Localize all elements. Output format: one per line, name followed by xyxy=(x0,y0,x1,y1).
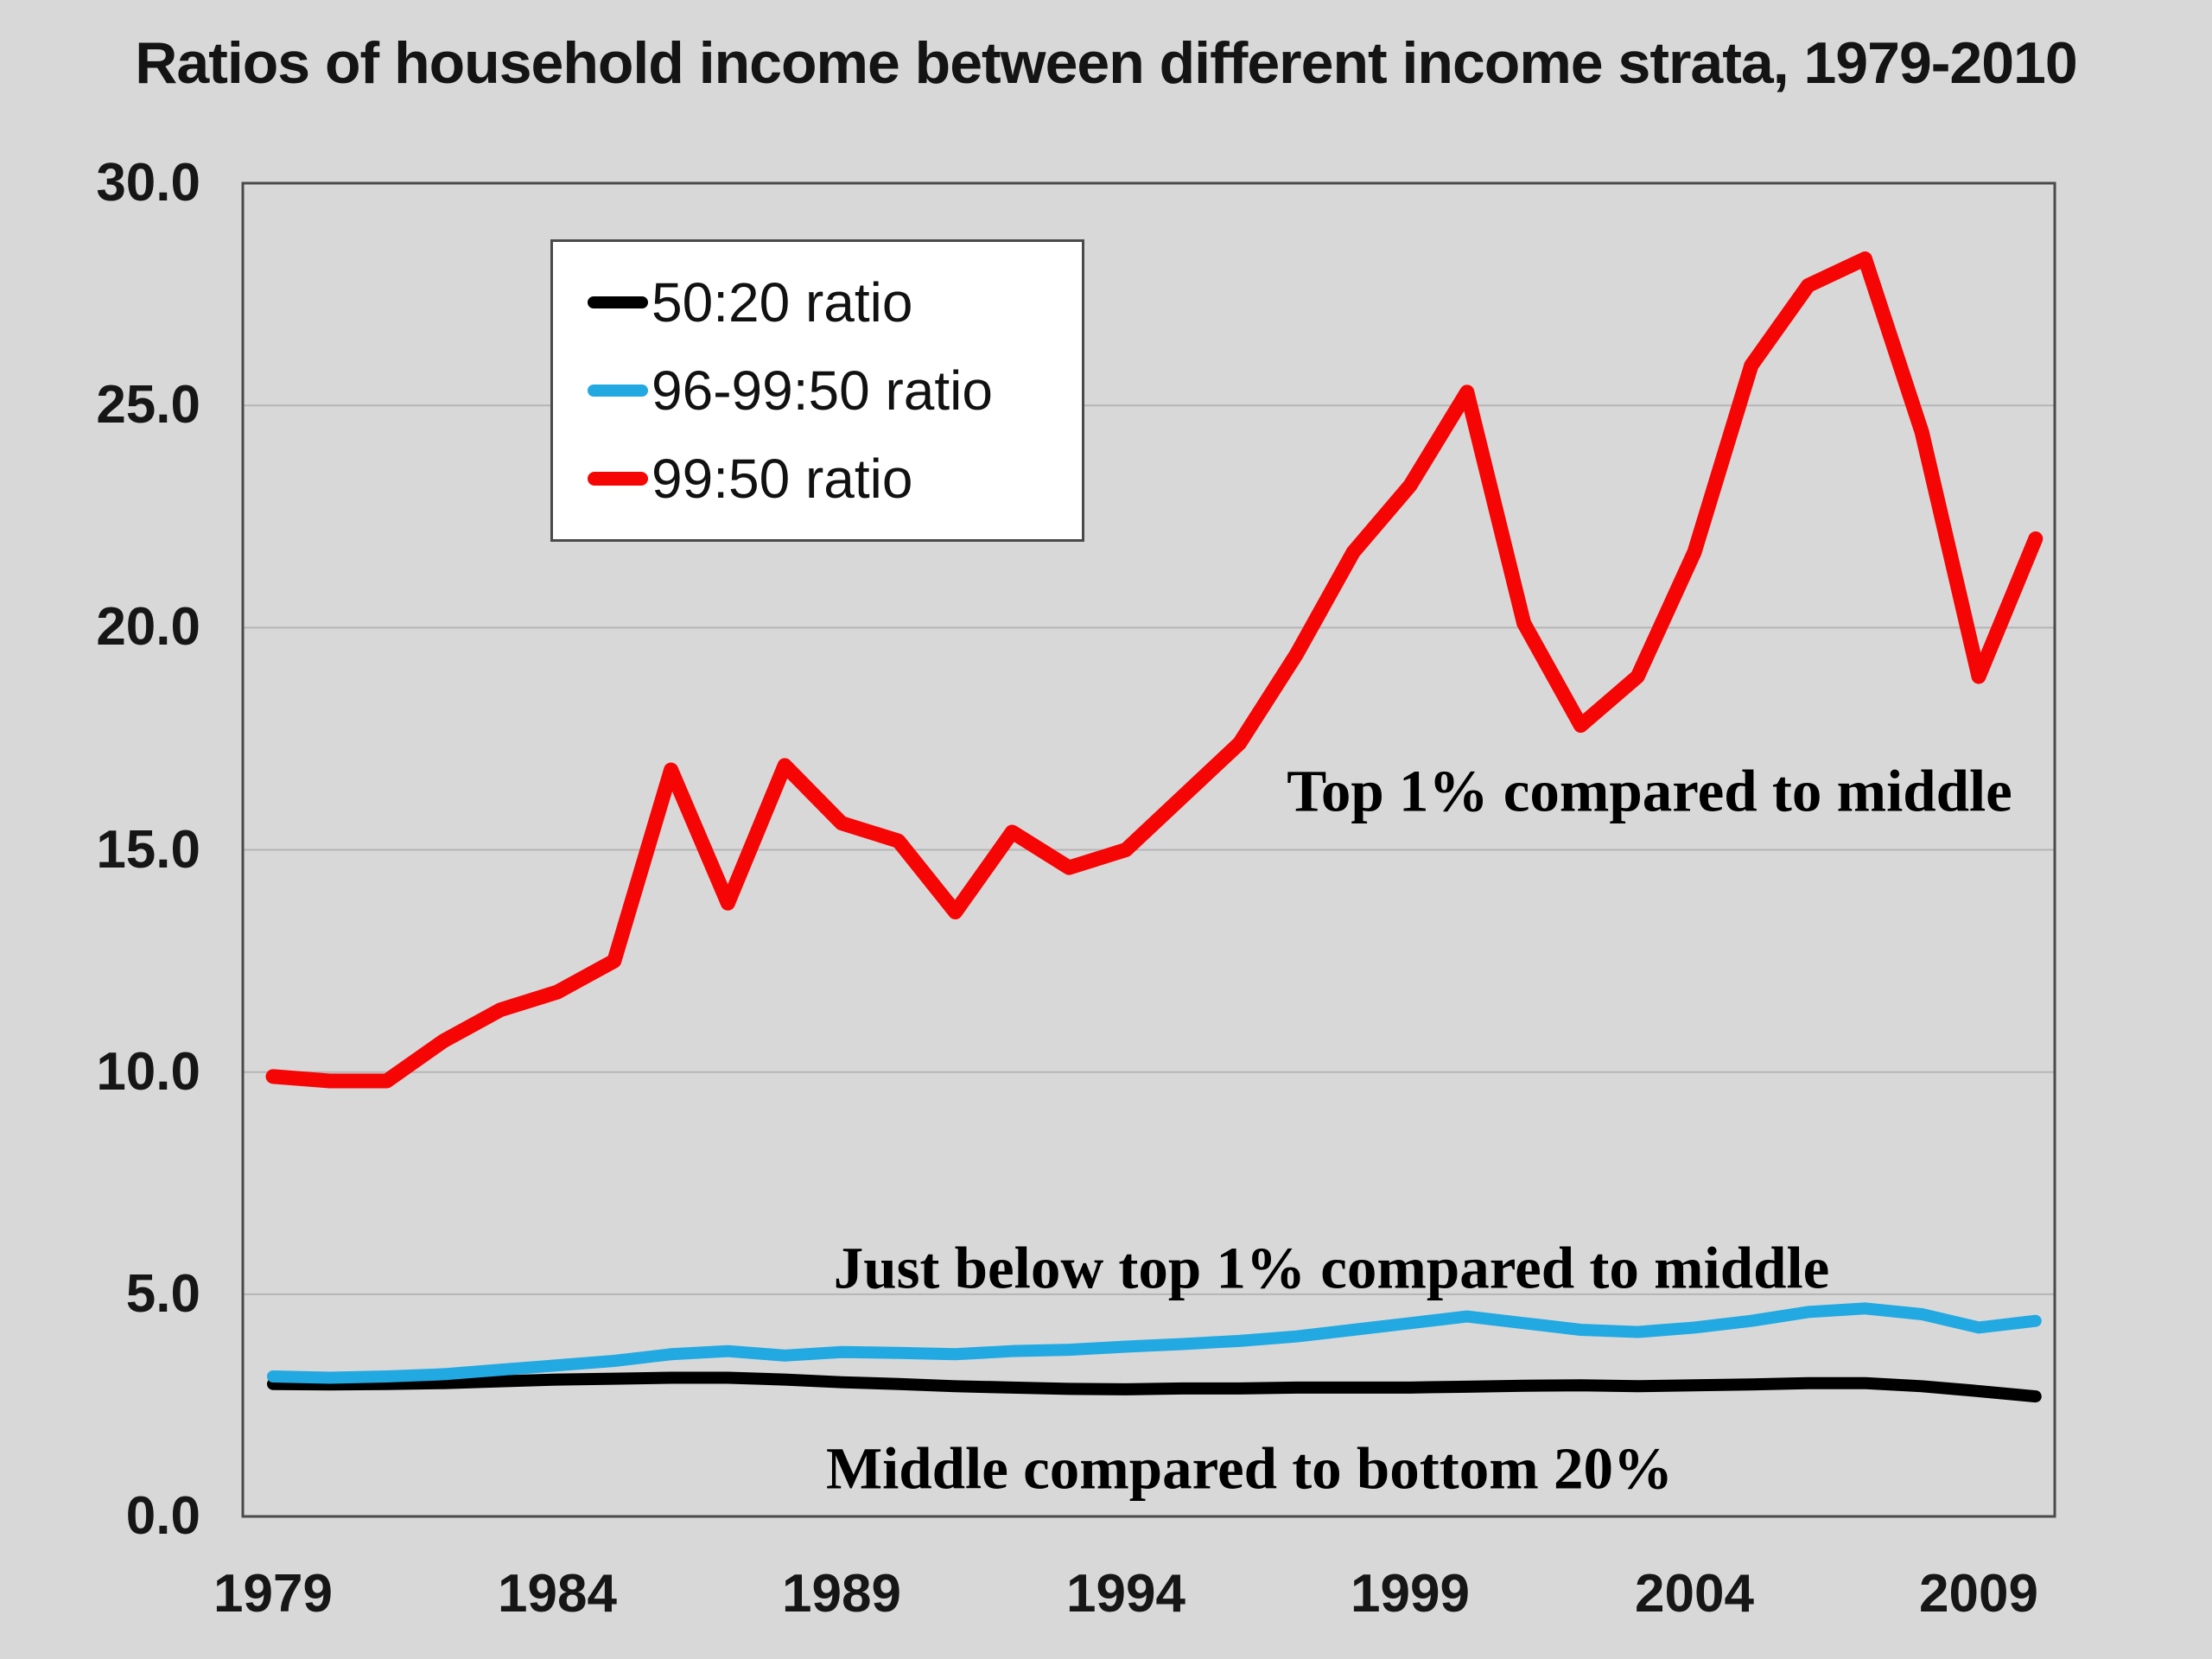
y-tick-label: 25.0 xyxy=(96,375,200,435)
y-tick-label: 10.0 xyxy=(96,1041,200,1102)
y-tick-label: 15.0 xyxy=(96,819,200,880)
y-tick-label: 20.0 xyxy=(96,597,200,658)
annotation-middle-vs-bottom-line: Middle compared to bottom 20% xyxy=(826,1435,1673,1502)
x-tick-label: 2004 xyxy=(1635,1564,1754,1624)
plot-border xyxy=(241,181,2056,1518)
annotation-top1-line: Top 1% compared to middle xyxy=(1287,758,2012,824)
legend-label-96-99-50: 96-99:50 ratio xyxy=(652,359,993,422)
y-tick-label: 0.0 xyxy=(125,1486,200,1546)
x-tick-label: 1984 xyxy=(498,1564,617,1624)
legend-box: 50:20 ratio 96-99:50 ratio 99:50 ratio xyxy=(550,239,1084,542)
x-tick-label: 1999 xyxy=(1351,1564,1470,1624)
x-tick-label: 1979 xyxy=(213,1564,333,1624)
y-tick-label: 5.0 xyxy=(125,1263,200,1324)
y-tick-label: 30.0 xyxy=(96,153,200,213)
x-tick-label: 2009 xyxy=(1919,1564,2038,1624)
legend-chip-50-20-icon xyxy=(588,296,648,308)
series-line-96-99-50-ratio xyxy=(267,1302,2042,1384)
legend-item-99-50: 99:50 ratio xyxy=(588,451,1082,506)
series-line-50-20-ratio xyxy=(267,1371,2042,1403)
annotation-just-below-top1-line: Just below top 1% compared to middle xyxy=(833,1235,1830,1301)
series-line-99-50-ratio xyxy=(265,251,2044,1089)
legend-chip-99-50-icon xyxy=(588,472,648,486)
x-tick-label: 1989 xyxy=(782,1564,901,1624)
legend-label-99-50: 99:50 ratio xyxy=(652,448,913,510)
x-tick-label: 1994 xyxy=(1066,1564,1185,1624)
chart-title: Ratios of household income between diffe… xyxy=(135,30,2077,96)
legend-chip-96-99-50-icon xyxy=(588,385,648,397)
legend-label-50-20: 50:20 ratio xyxy=(652,271,913,334)
legend-item-96-99-50: 96-99:50 ratio xyxy=(588,363,1082,418)
legend-item-50-20: 50:20 ratio xyxy=(588,275,1082,330)
